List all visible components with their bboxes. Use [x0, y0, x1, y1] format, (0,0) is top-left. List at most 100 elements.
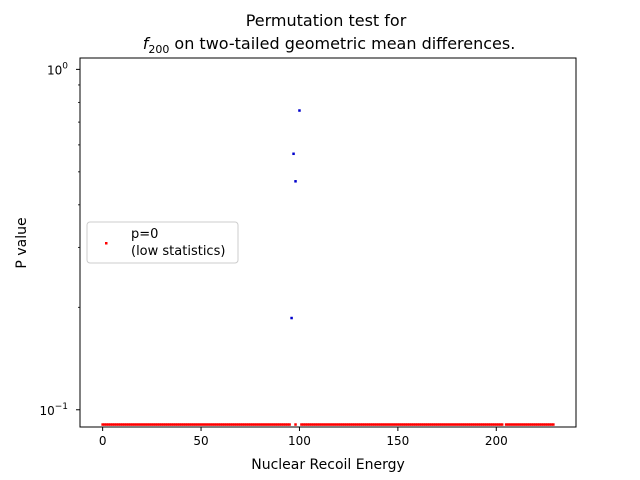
data-point-red: [315, 423, 319, 426]
data-point-red: [170, 423, 173, 426]
data-point-red: [491, 423, 494, 426]
data-point-red: [144, 423, 148, 426]
data-point-red: [264, 423, 268, 426]
data-point-red: [221, 423, 224, 426]
data-point-red: [223, 423, 226, 426]
data-point-red: [418, 423, 421, 426]
data-point-red: [414, 423, 417, 426]
data-point-red: [532, 423, 535, 426]
data-point-red: [199, 423, 203, 426]
data-point-red: [512, 423, 516, 426]
x-tick-label: 100: [288, 434, 311, 448]
data-point-red: [520, 423, 524, 426]
data-point-red: [382, 423, 386, 426]
data-point-red: [245, 423, 248, 426]
data-point-red: [174, 423, 177, 426]
data-point-red: [168, 423, 171, 426]
data-point-red: [439, 423, 443, 426]
data-point-red: [337, 423, 341, 426]
data-point-red: [453, 423, 457, 426]
data-point-red: [176, 423, 179, 426]
data-point-red: [510, 423, 514, 426]
data-point-red: [435, 423, 439, 426]
data-point-red: [306, 423, 309, 426]
data-point-red: [374, 423, 378, 426]
data-point-red: [187, 423, 191, 426]
data-point-red: [343, 423, 346, 426]
data-point-red: [182, 423, 185, 426]
data-point-red: [136, 423, 140, 426]
data-point-red: [353, 423, 356, 426]
data-point-red: [241, 423, 244, 426]
data-point-red: [233, 423, 236, 426]
data-point-red: [101, 423, 104, 426]
data-point-red: [459, 423, 463, 426]
data-point-red: [201, 423, 205, 426]
data-point-red: [373, 423, 376, 426]
data-point-red: [345, 423, 348, 426]
data-point-red: [184, 423, 187, 426]
data-point-red: [164, 423, 167, 426]
data-point-red: [152, 423, 156, 426]
data-point-red: [162, 423, 165, 426]
data-point-red: [390, 423, 394, 426]
data-point-red: [437, 423, 441, 426]
data-point-red: [477, 423, 480, 426]
data-point-red: [219, 423, 222, 426]
y-tick-label: 100: [47, 61, 68, 77]
data-point-red: [380, 423, 384, 426]
data-point-red: [180, 423, 183, 426]
data-point-red: [313, 423, 317, 426]
data-point-red: [481, 423, 484, 426]
data-point-red: [451, 423, 455, 426]
data-point-red: [371, 423, 374, 426]
data-point-red: [278, 423, 282, 426]
data-point-blue: [292, 152, 295, 156]
data-point-red: [540, 423, 543, 426]
data-point-red: [256, 423, 260, 426]
data-point-red: [319, 423, 323, 426]
data-point-red: [140, 423, 144, 426]
data-point-red: [516, 423, 520, 426]
data-point-red: [475, 423, 478, 426]
data-point-red: [119, 423, 122, 426]
plot-area-frame: [79, 57, 577, 428]
x-tick-label: 200: [485, 434, 508, 448]
data-point-red: [410, 423, 413, 426]
data-point-red: [528, 423, 531, 426]
data-point-red: [160, 423, 163, 426]
data-point-red: [239, 423, 242, 426]
data-point-red: [258, 423, 262, 426]
data-point-red: [376, 423, 380, 426]
data-point-red: [392, 423, 396, 426]
data-point-red: [311, 423, 315, 426]
data-point-red: [215, 423, 219, 426]
data-point-blue: [290, 316, 293, 320]
y-axis-ticks: 100 10−1: [39, 61, 80, 418]
data-point-red: [355, 423, 358, 426]
data-point-red: [302, 423, 305, 426]
title-function-subscript: 200: [148, 43, 169, 56]
data-point-red: [339, 423, 343, 426]
data-point-red: [359, 423, 362, 426]
data-point-red: [243, 423, 246, 426]
data-point-red: [217, 423, 221, 426]
data-point-red: [317, 423, 321, 426]
data-point-red: [349, 423, 352, 426]
data-point-blue: [294, 180, 297, 183]
data-point-red: [447, 423, 451, 426]
y-axis-label: P value: [14, 217, 30, 268]
data-point-red: [333, 423, 337, 426]
data-point-red: [247, 423, 250, 426]
data-point-red: [138, 423, 142, 426]
x-axis-label: Nuclear Recoil Energy: [251, 457, 405, 473]
data-point-red: [524, 423, 528, 426]
data-point-red: [443, 423, 447, 426]
data-point-red: [485, 423, 488, 426]
data-point-red: [195, 423, 199, 426]
data-point-red: [197, 423, 201, 426]
title-line2-rest: on two-tailed geometric mean differences…: [169, 34, 515, 53]
data-point-red: [406, 423, 409, 426]
data-point-red: [341, 423, 345, 426]
data-points: [101, 109, 555, 426]
